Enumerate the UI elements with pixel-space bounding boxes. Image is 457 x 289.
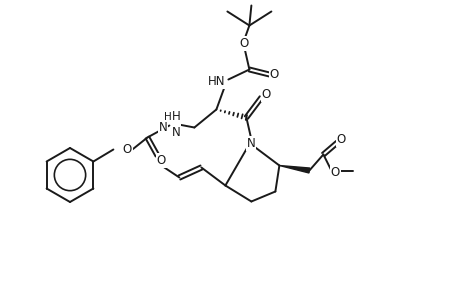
Text: H
N: H N [171,110,180,138]
Text: O: O [123,143,132,156]
Text: O: O [262,88,271,101]
Text: O: O [240,37,249,50]
Text: HN: HN [207,75,225,88]
Text: N: N [247,137,256,150]
Text: O: O [337,133,346,146]
Text: N: N [159,121,168,134]
Text: O: O [331,166,340,179]
Text: O: O [157,154,166,167]
Polygon shape [279,166,310,173]
Text: H: H [164,112,171,123]
Text: O: O [270,68,279,81]
